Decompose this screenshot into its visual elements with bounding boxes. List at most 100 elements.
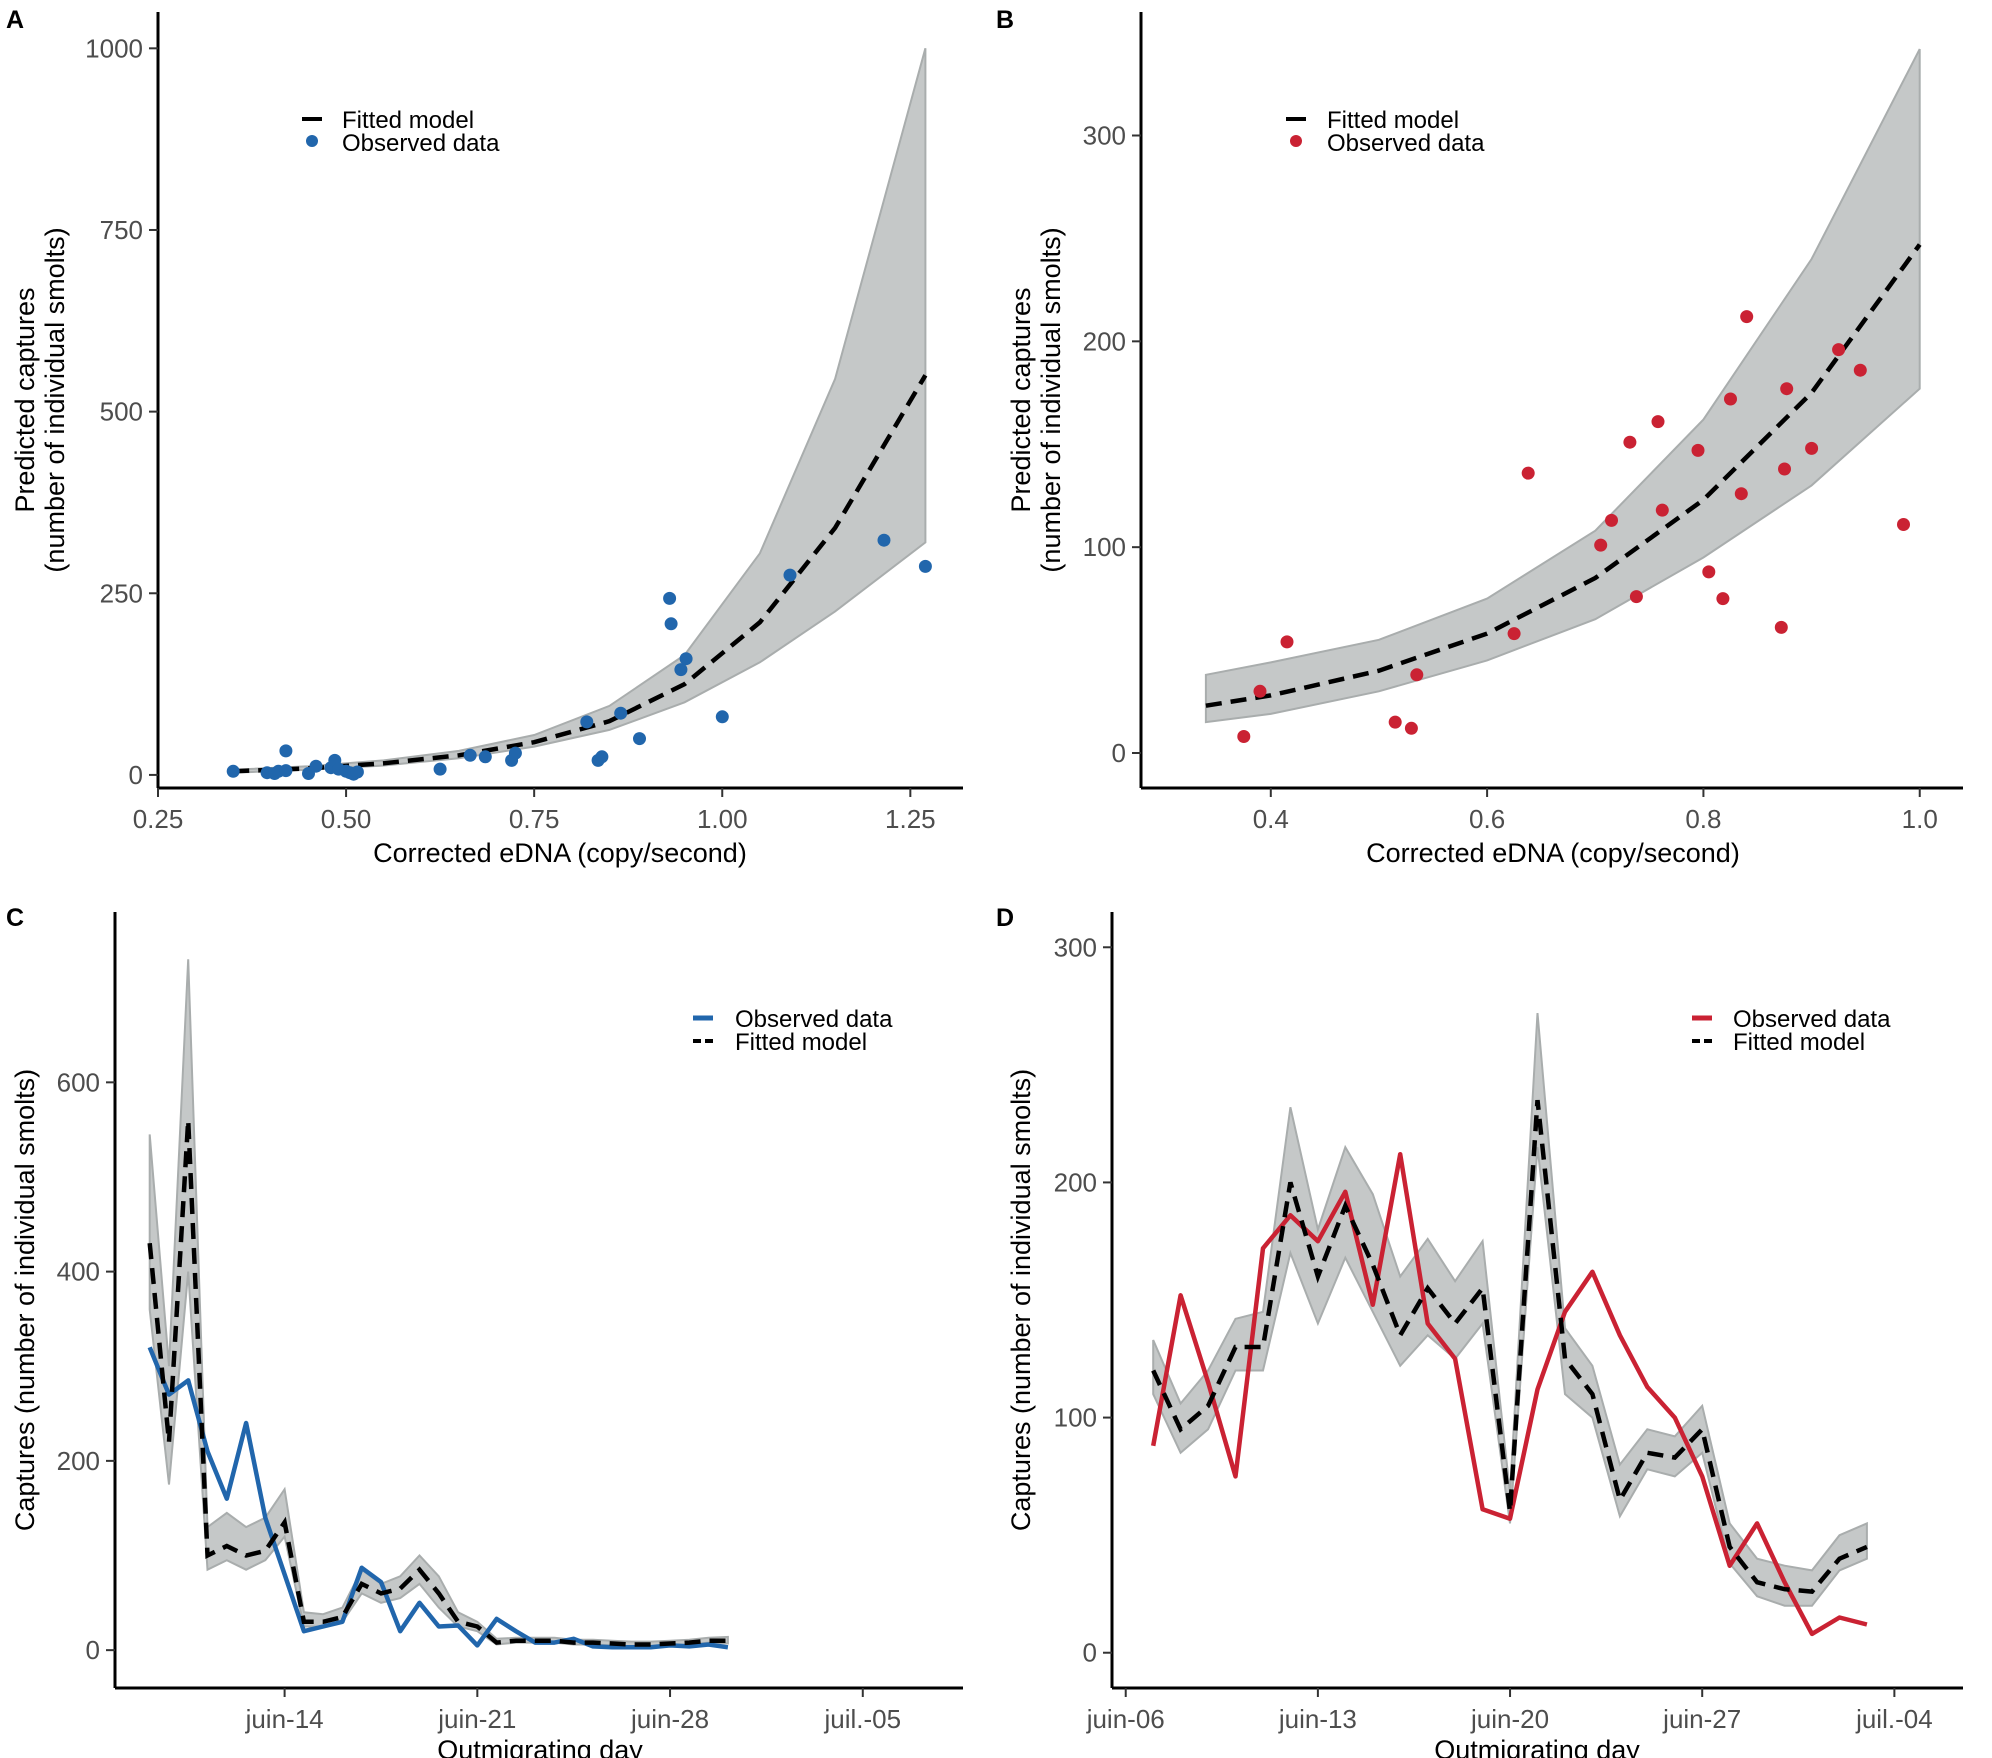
panel-a-data-point	[663, 591, 677, 605]
panel-d-y-tick-label: 200	[1054, 1167, 1097, 1197]
panel-a-data-point	[679, 652, 693, 666]
panel-b-fitted-model-line	[1205, 243, 1922, 708]
panel-b-data-point	[1253, 684, 1267, 698]
panel-d-x-ticks: juin-06 juin-13 juin-20 juin-27 juil.-04	[1086, 1688, 1933, 1734]
panel-a-legend: Fitted model Observed data	[302, 107, 500, 157]
panel-c-y-tick-label: 0	[86, 1635, 100, 1665]
panel-b-y-tick-label: 300	[1083, 121, 1126, 151]
panel-b-legend: Fitted model Observed data	[1286, 107, 1485, 157]
panel-d-legend: Observed data Fitted model	[1692, 1006, 1891, 1056]
panel-a-x-ticks: 0.25 0.50 0.75 1.00 1.25	[133, 788, 936, 834]
panel-a-y-title-line2: (number of individual smolts)	[40, 227, 70, 572]
panel-a-data-point	[433, 762, 447, 776]
panel-b-letter: B	[996, 6, 1014, 34]
panel-d-x-tick-label: juil.-04	[1855, 1704, 1933, 1734]
panel-d-observed-layer	[1150, 1151, 1868, 1637]
panel-a-data-point	[279, 744, 293, 758]
panel-c-y-title: Captures (number of individual smolts)	[10, 1069, 40, 1531]
panel-b-x-tick-label: 0.4	[1253, 804, 1289, 834]
panel-a-data-point	[595, 750, 609, 764]
panel-c-fitted-model-line	[147, 1120, 728, 1647]
panel-b-x-ticks: 0.4 0.6 0.8 1.0	[1253, 788, 1938, 834]
panel-a-letter: A	[6, 6, 24, 34]
panel-d-x-title: Outmigrating day	[1434, 1735, 1640, 1758]
panel-c-y-tick-label: 400	[57, 1257, 100, 1287]
panel-d-confidence-ribbon	[1152, 1013, 1868, 1607]
panel-b-data-point	[1740, 310, 1754, 324]
panel-a-legend-label-fitted: Fitted model	[342, 107, 474, 134]
panel-a-data-point	[478, 750, 492, 764]
panel-c-legend-label-observed: Observed data	[735, 1006, 893, 1033]
panel-c-legend-label-fitted: Fitted model	[735, 1029, 867, 1056]
panel-b-legend-point-key	[1290, 135, 1302, 147]
panel-a-data-point	[877, 533, 891, 547]
panel-b-confidence-ribbon	[1204, 48, 1921, 724]
panel-c-letter: C	[6, 904, 24, 932]
panel-d-y-tick-label: 0	[1083, 1638, 1097, 1668]
panel-d: D juin-06 juin-13 juin-20 juin-27 juil.-04 0…	[996, 904, 1963, 1758]
panel-b-data-point	[1629, 590, 1643, 604]
panel-a-confidence-ribbon	[232, 48, 927, 774]
panel-c-confidence-ribbon	[148, 959, 729, 1648]
panel-a-data-point	[309, 759, 323, 773]
panel-b-data-point	[1605, 513, 1618, 527]
panel-c: C juin-14 juin-21 juin-28 juil.-05 0 200 400 6…	[6, 904, 963, 1758]
panel-c-observed-line	[147, 1346, 729, 1650]
panel-c-observed-layer	[147, 1346, 729, 1650]
panel-b-data-point	[1280, 635, 1294, 649]
panel-c-ribbon-layer	[148, 959, 729, 1648]
panel-a-legend-label-observed: Observed data	[342, 130, 500, 157]
panel-a: A 0.25 0.50 0.75 1.00 1.25 0 250 500 750 1000 Co…	[6, 6, 963, 868]
panel-b-x-tick-label: 0.6	[1469, 804, 1505, 834]
panel-b-y-tick-label: 100	[1083, 532, 1126, 562]
panel-b-y-tick-label: 200	[1083, 326, 1126, 356]
panel-a-data-point	[279, 764, 293, 778]
panel-b-data-point	[1388, 715, 1402, 729]
panel-d-y-tick-label: 300	[1054, 932, 1097, 962]
panel-b-data-point	[1853, 363, 1867, 377]
panel-a-data-point	[664, 617, 678, 631]
panel-b-data-point	[1594, 538, 1608, 552]
panel-a-data-point	[674, 663, 688, 677]
panel-d-ribbon-layer	[1152, 1013, 1868, 1607]
panel-b-data-point	[1716, 592, 1730, 606]
panel-b-data-point	[1623, 435, 1637, 449]
panel-a-data-point	[226, 764, 240, 778]
panel-c-x-tick-label: juin-14	[245, 1704, 324, 1734]
panel-d-y-tick-label: 100	[1054, 1403, 1097, 1433]
panel-b-data-point	[1655, 503, 1669, 517]
panel-a-y-tick-label: 500	[100, 397, 143, 427]
panel-c-legend: Observed data Fitted model	[693, 1006, 893, 1056]
panel-b-legend-label-observed: Observed data	[1327, 130, 1485, 157]
panel-b-data-point	[1774, 620, 1788, 634]
panel-b-data-point	[1734, 487, 1748, 501]
panel-a-x-tick-label: 0.25	[133, 804, 184, 834]
panel-b-data-point	[1404, 721, 1418, 735]
panel-c-x-tick-label: juil.-05	[823, 1704, 901, 1734]
panel-d-x-tick-label: juin-20	[1470, 1704, 1549, 1734]
panel-b-x-tick-label: 1.0	[1902, 804, 1938, 834]
panel-a-legend-point-key	[306, 135, 318, 147]
panel-a-x-title: Corrected eDNA (copy/second)	[373, 838, 747, 868]
panel-a-x-tick-label: 0.50	[321, 804, 372, 834]
panel-b-x-tick-label: 0.8	[1685, 804, 1721, 834]
panel-c-y-tick-label: 200	[57, 1446, 100, 1476]
panel-a-y-ticks: 0 250 500 750 1000	[85, 33, 158, 790]
panel-b-x-title: Corrected eDNA (copy/second)	[1366, 838, 1740, 868]
panel-b-model-layer	[1205, 243, 1922, 708]
panel-a-data-point	[783, 568, 797, 582]
panel-a-x-tick-label: 1.00	[697, 804, 748, 834]
panel-a-y-tick-label: 0	[129, 760, 143, 790]
panel-b-data-point	[1780, 382, 1794, 396]
panel-b-legend-label-fitted: Fitted model	[1327, 107, 1459, 134]
panel-a-data-point	[580, 715, 594, 729]
panel-a-y-tick-label: 750	[100, 215, 143, 245]
panel-a-data-point	[508, 746, 522, 760]
panel-a-ribbon-layer	[232, 48, 927, 774]
panel-a-data-point	[614, 706, 628, 720]
panel-c-x-tick-label: juin-28	[630, 1704, 709, 1734]
panel-d-legend-label-observed: Observed data	[1733, 1006, 1891, 1033]
panel-d-legend-label-fitted: Fitted model	[1733, 1029, 1865, 1056]
panel-a-y-tick-label: 250	[100, 578, 143, 608]
